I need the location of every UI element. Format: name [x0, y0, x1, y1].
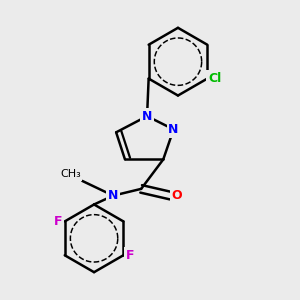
Text: CH₃: CH₃: [60, 169, 81, 179]
Text: N: N: [142, 110, 152, 123]
Text: F: F: [54, 215, 62, 228]
Text: O: O: [172, 189, 182, 202]
Text: F: F: [126, 249, 134, 262]
Text: N: N: [168, 123, 179, 136]
Text: N: N: [108, 189, 119, 202]
Text: Cl: Cl: [208, 72, 221, 85]
